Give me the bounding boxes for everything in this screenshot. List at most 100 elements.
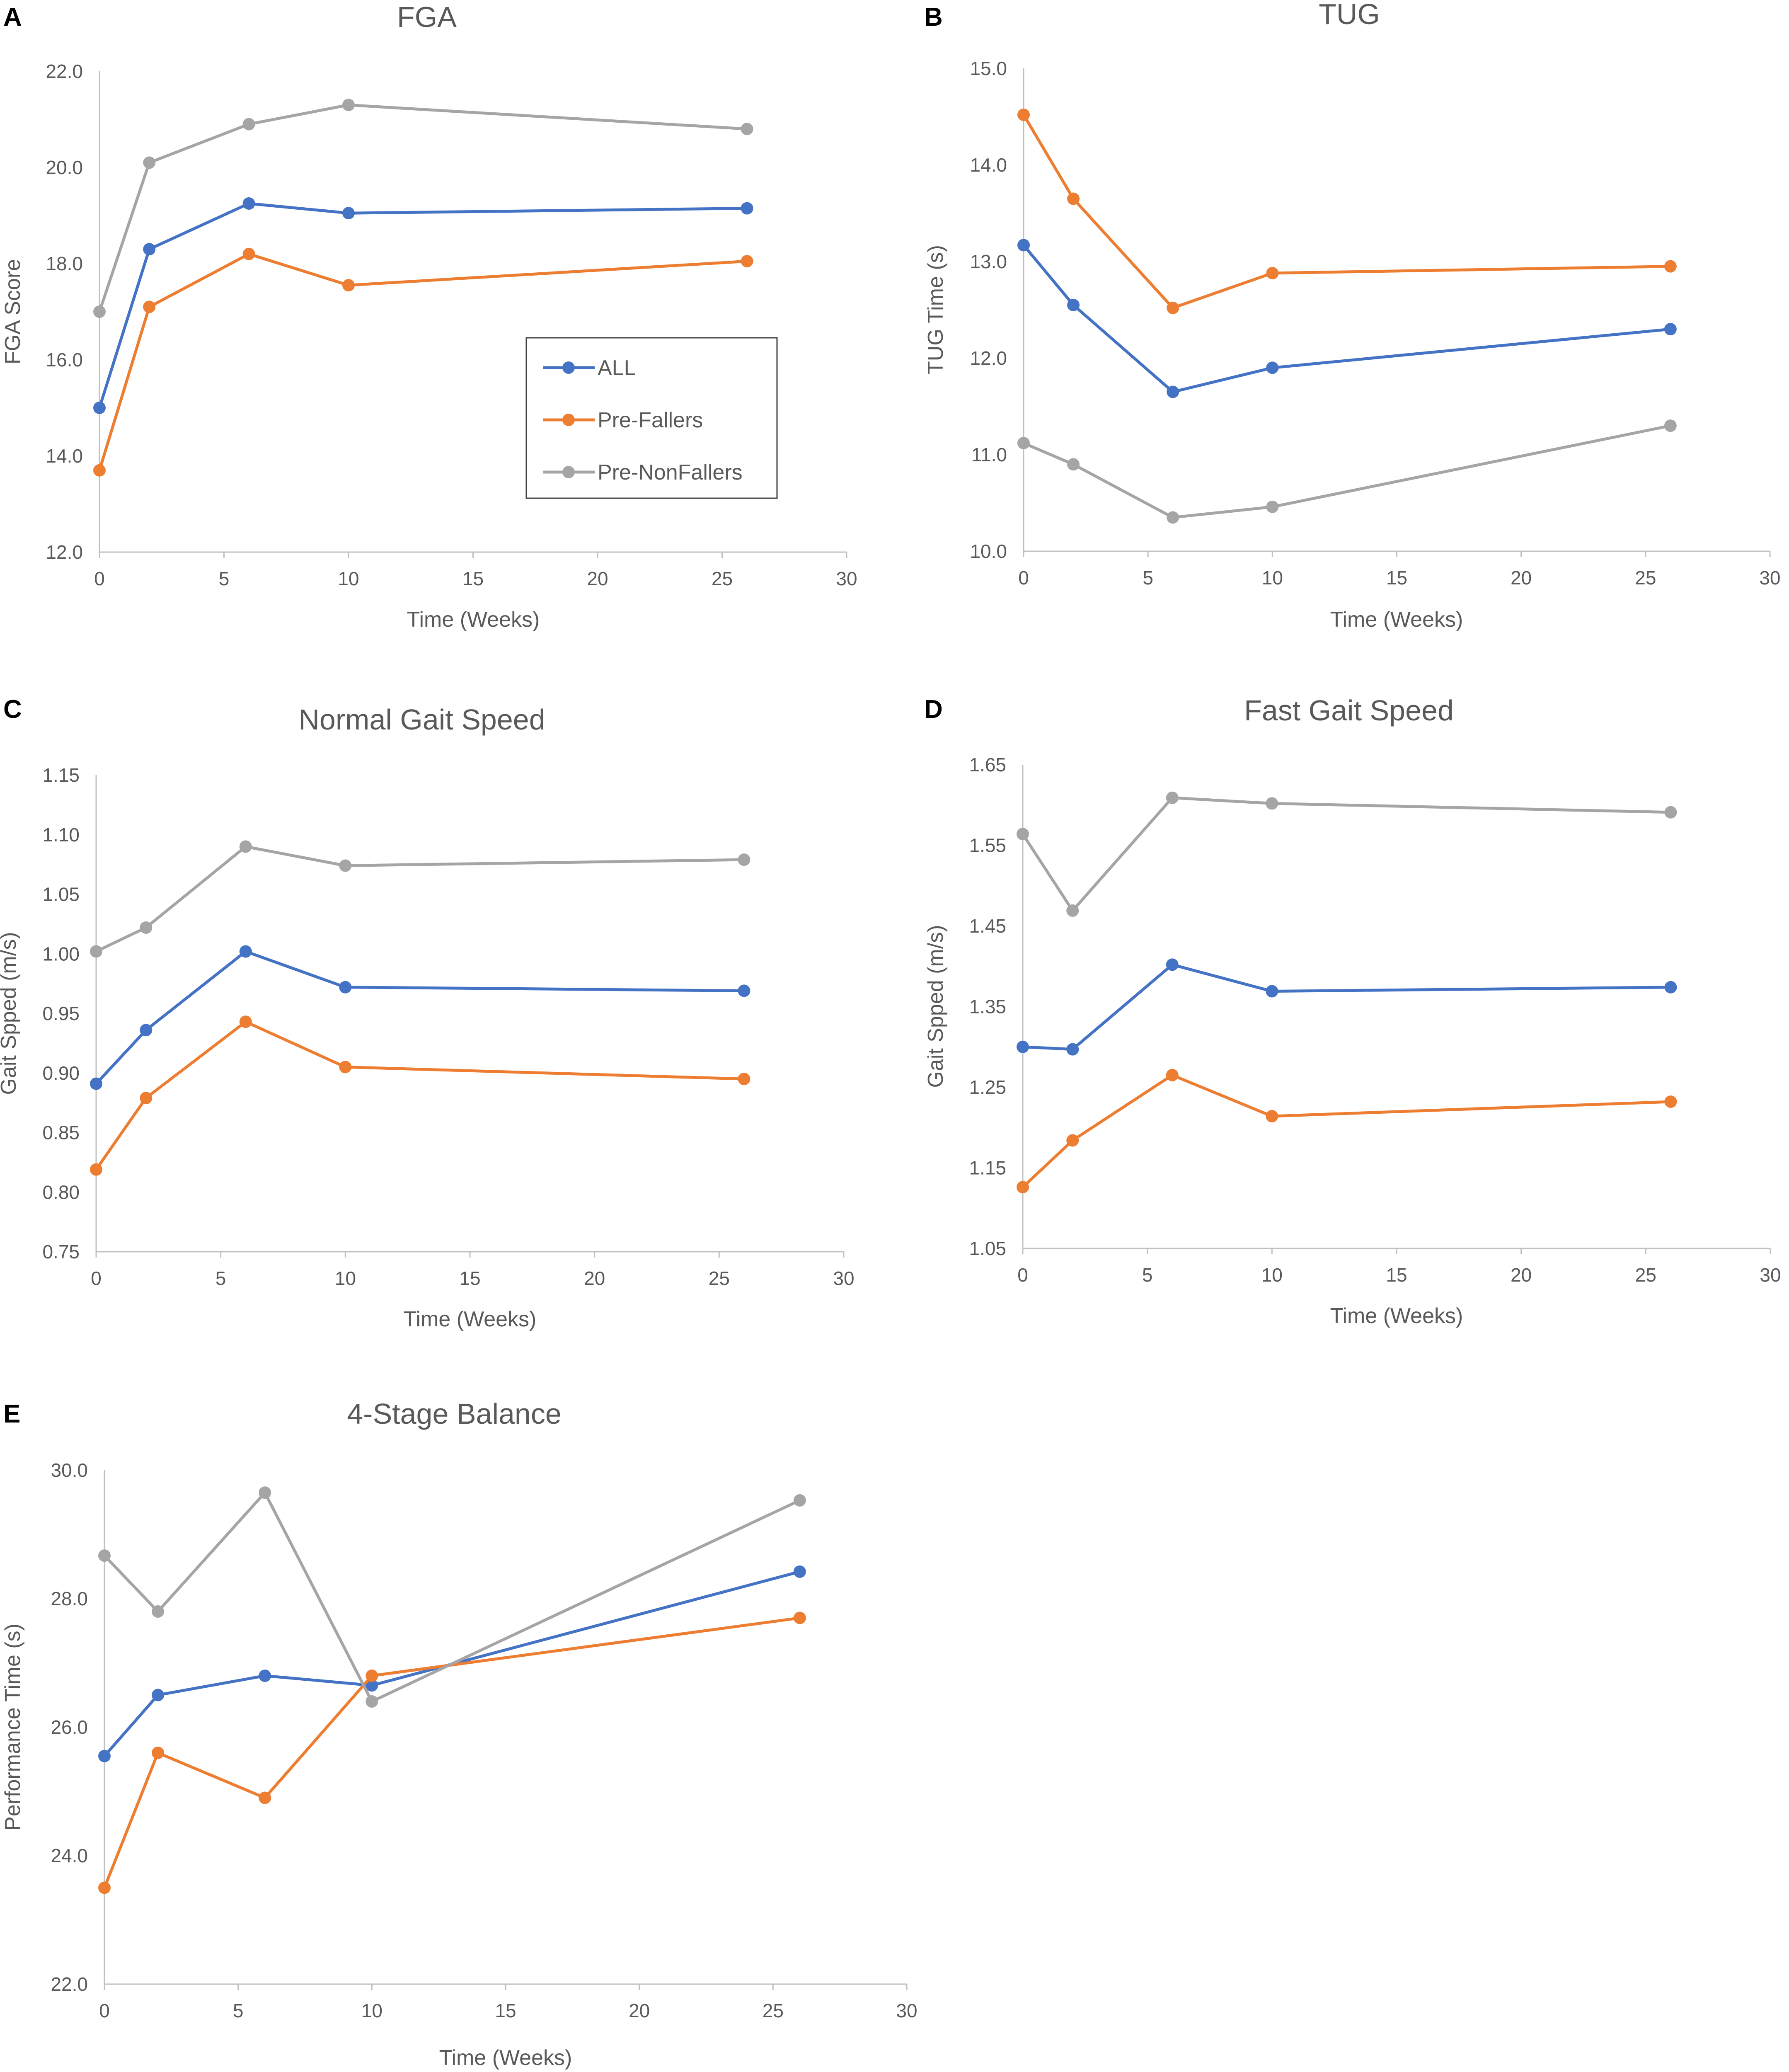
panel-e-y-axis-label: Performance Time (s)	[1, 1624, 25, 1831]
panel-b-series-pre-nonfallers-point	[1017, 437, 1030, 450]
panel-b-y-tick-label: 12.0	[970, 347, 1007, 369]
panel-a-y-tick-label: 20.0	[46, 157, 83, 178]
panel-e-x-tick-label: 0	[99, 2000, 110, 2021]
panel-d-y-tick-label: 1.15	[969, 1157, 1006, 1179]
panel-c-series-all-point	[339, 981, 352, 994]
panel-b-x-tick-label: 25	[1635, 567, 1656, 589]
panel-a-y-tick-label: 16.0	[46, 349, 83, 371]
panel-d: D Fast Gait Speed 1.05 1.15 1.25 1.35 1.45 1.55…	[924, 694, 1781, 1328]
panel-c-y-tick-label: 0.80	[42, 1181, 80, 1203]
panel-b-series-pre-nonfallers-point	[1664, 419, 1677, 432]
panel-b-x-tick-label: 10	[1262, 567, 1283, 589]
panel-d-series-all-point	[1664, 981, 1677, 994]
panel-d-x-tick-label: 15	[1386, 1264, 1407, 1286]
panel-c-series-pre-fallers-point	[239, 1015, 252, 1028]
panel-a-series-pre-nonfallers-point	[242, 118, 255, 131]
panel-a-y-tick-label: 12.0	[46, 541, 83, 563]
panel-d-y-tick-label: 1.55	[969, 835, 1006, 856]
panel-c-y-tick-label: 1.05	[42, 884, 80, 905]
panel-e-series-pre-nonfallers-point	[152, 1605, 165, 1618]
panel-a: A FGA 12.0 14.0 16.0 18.0 20.0 22.0 0 5 10 15 20 25 30…	[1, 1, 857, 632]
panel-b-series-all-point	[1067, 298, 1080, 311]
panel-d-series-pre-nonfallers-point	[1017, 828, 1029, 841]
panel-c-title: Normal Gait Speed	[298, 703, 545, 736]
panel-b-series-pre-nonfallers-point	[1167, 511, 1179, 524]
panel-e-x-tick-label: 5	[233, 2000, 244, 2021]
panel-b-y-tick-label: 15.0	[970, 58, 1007, 79]
panel-e-y-tick-label: 28.0	[51, 1588, 88, 1609]
panel-d-x-tick-label: 10	[1261, 1264, 1283, 1286]
legend-label: Pre-Fallers	[598, 408, 703, 432]
panel-b-x-tick-label: 30	[1759, 567, 1780, 589]
panel-c-series-pre-nonfallers-point	[90, 945, 102, 958]
panel-e-series-all-point	[793, 1565, 806, 1578]
panel-c-x-tick-label: 10	[335, 1267, 356, 1289]
panel-a-series-all-point	[342, 207, 355, 220]
panel-b-series-all-point	[1167, 385, 1179, 398]
panel-b-x-tick-label: 20	[1511, 567, 1532, 589]
panel-e-series-pre-nonfallers-point	[366, 1695, 378, 1708]
panel-d-x-axis-label: Time (Weeks)	[1330, 1304, 1463, 1328]
panel-e-series-all-point	[98, 1750, 111, 1762]
panel-e-letter: E	[3, 1400, 20, 1428]
panel-c-y-tick-label: 1.10	[42, 824, 80, 846]
panel-c-series-pre-fallers-point	[90, 1163, 102, 1176]
panel-e-series-pre-fallers-point	[793, 1612, 806, 1624]
panel-b-x-tick-label: 15	[1386, 567, 1407, 589]
panel-a-series-pre-nonfallers-point	[143, 156, 156, 169]
panel-e-y-tick-label: 24.0	[51, 1845, 88, 1866]
panel-a-x-tick-label: 15	[462, 568, 484, 589]
panel-b-series-all-point	[1017, 239, 1030, 252]
legend-swatch-marker	[562, 414, 575, 426]
panel-d-y-tick-label: 1.45	[969, 915, 1006, 937]
panel-c-series-pre-fallers-point	[339, 1061, 352, 1074]
panel-c-series-pre-nonfallers-point	[738, 853, 750, 866]
panel-d-x-tick-label: 20	[1511, 1264, 1532, 1286]
panel-a-series-pre-fallers-point	[342, 279, 355, 292]
panel-c-letter: C	[3, 695, 22, 724]
panel-d-series-all-point	[1166, 958, 1179, 971]
panel-d-series-pre-nonfallers-point	[1664, 806, 1677, 819]
panel-b-letter: B	[924, 3, 943, 32]
panel-a-x-tick-label: 10	[338, 568, 359, 589]
panel-a-series-pre-fallers-point	[93, 464, 106, 477]
panel-c-y-tick-label: 1.00	[42, 943, 80, 965]
panel-c-y-tick-label: 0.85	[42, 1122, 80, 1144]
panel-b-y-tick-label: 11.0	[971, 444, 1007, 465]
panel-b-y-tick-label: 10.0	[970, 540, 1007, 562]
panel-e-y-tick-label: 30.0	[51, 1459, 88, 1481]
panel-d-title: Fast Gait Speed	[1244, 694, 1454, 727]
panel-c-x-tick-label: 15	[459, 1267, 480, 1289]
panel-c-series-all-point	[239, 945, 252, 958]
panel-e-series-all-point	[259, 1670, 271, 1682]
panel-a-y-tick-label: 14.0	[46, 445, 83, 467]
panel-c-x-tick-label: 25	[709, 1267, 730, 1289]
panel-c-series-all-point	[140, 1024, 153, 1037]
panel-a-series-pre-nonfallers-point	[342, 99, 355, 111]
panel-c-y-tick-label: 0.90	[42, 1062, 80, 1084]
panel-a-x-tick-label: 20	[587, 568, 608, 589]
panel-e-x-tick-label: 20	[629, 2000, 650, 2021]
panel-d-series-pre-fallers-point	[1266, 1110, 1278, 1123]
panel-d-series-pre-nonfallers-point	[1266, 797, 1278, 810]
panel-a-series-all-point	[143, 243, 156, 256]
panel-b-title: TUG	[1319, 0, 1380, 30]
panel-b-series-pre-fallers-point	[1664, 260, 1677, 273]
panel-e-series-pre-fallers-point	[152, 1747, 165, 1759]
panel-c-y-tick-label: 0.75	[42, 1241, 80, 1263]
panel-e-series-pre-fallers-point	[98, 1881, 111, 1894]
panel-e-series-all-point	[152, 1689, 165, 1701]
panel-e-series-pre-fallers-point	[366, 1670, 378, 1682]
panel-c-series-pre-nonfallers-point	[239, 840, 252, 853]
legend-label: ALL	[598, 356, 636, 380]
panel-b-y-tick-label: 14.0	[970, 154, 1007, 176]
panel-a-y-tick-label: 18.0	[46, 253, 83, 274]
panel-a-series-pre-fallers-point	[741, 255, 753, 268]
panel-c-x-tick-label: 0	[91, 1267, 102, 1289]
panel-e-x-axis-label: Time (Weeks)	[439, 2046, 572, 2070]
panel-b-x-tick-label: 5	[1143, 567, 1153, 589]
panel-a-x-axis-label: Time (Weeks)	[407, 608, 540, 632]
panel-d-series-all-point	[1266, 985, 1278, 998]
panel-a-x-tick-label: 0	[94, 568, 105, 589]
panel-c-series-pre-fallers-point	[738, 1073, 750, 1086]
